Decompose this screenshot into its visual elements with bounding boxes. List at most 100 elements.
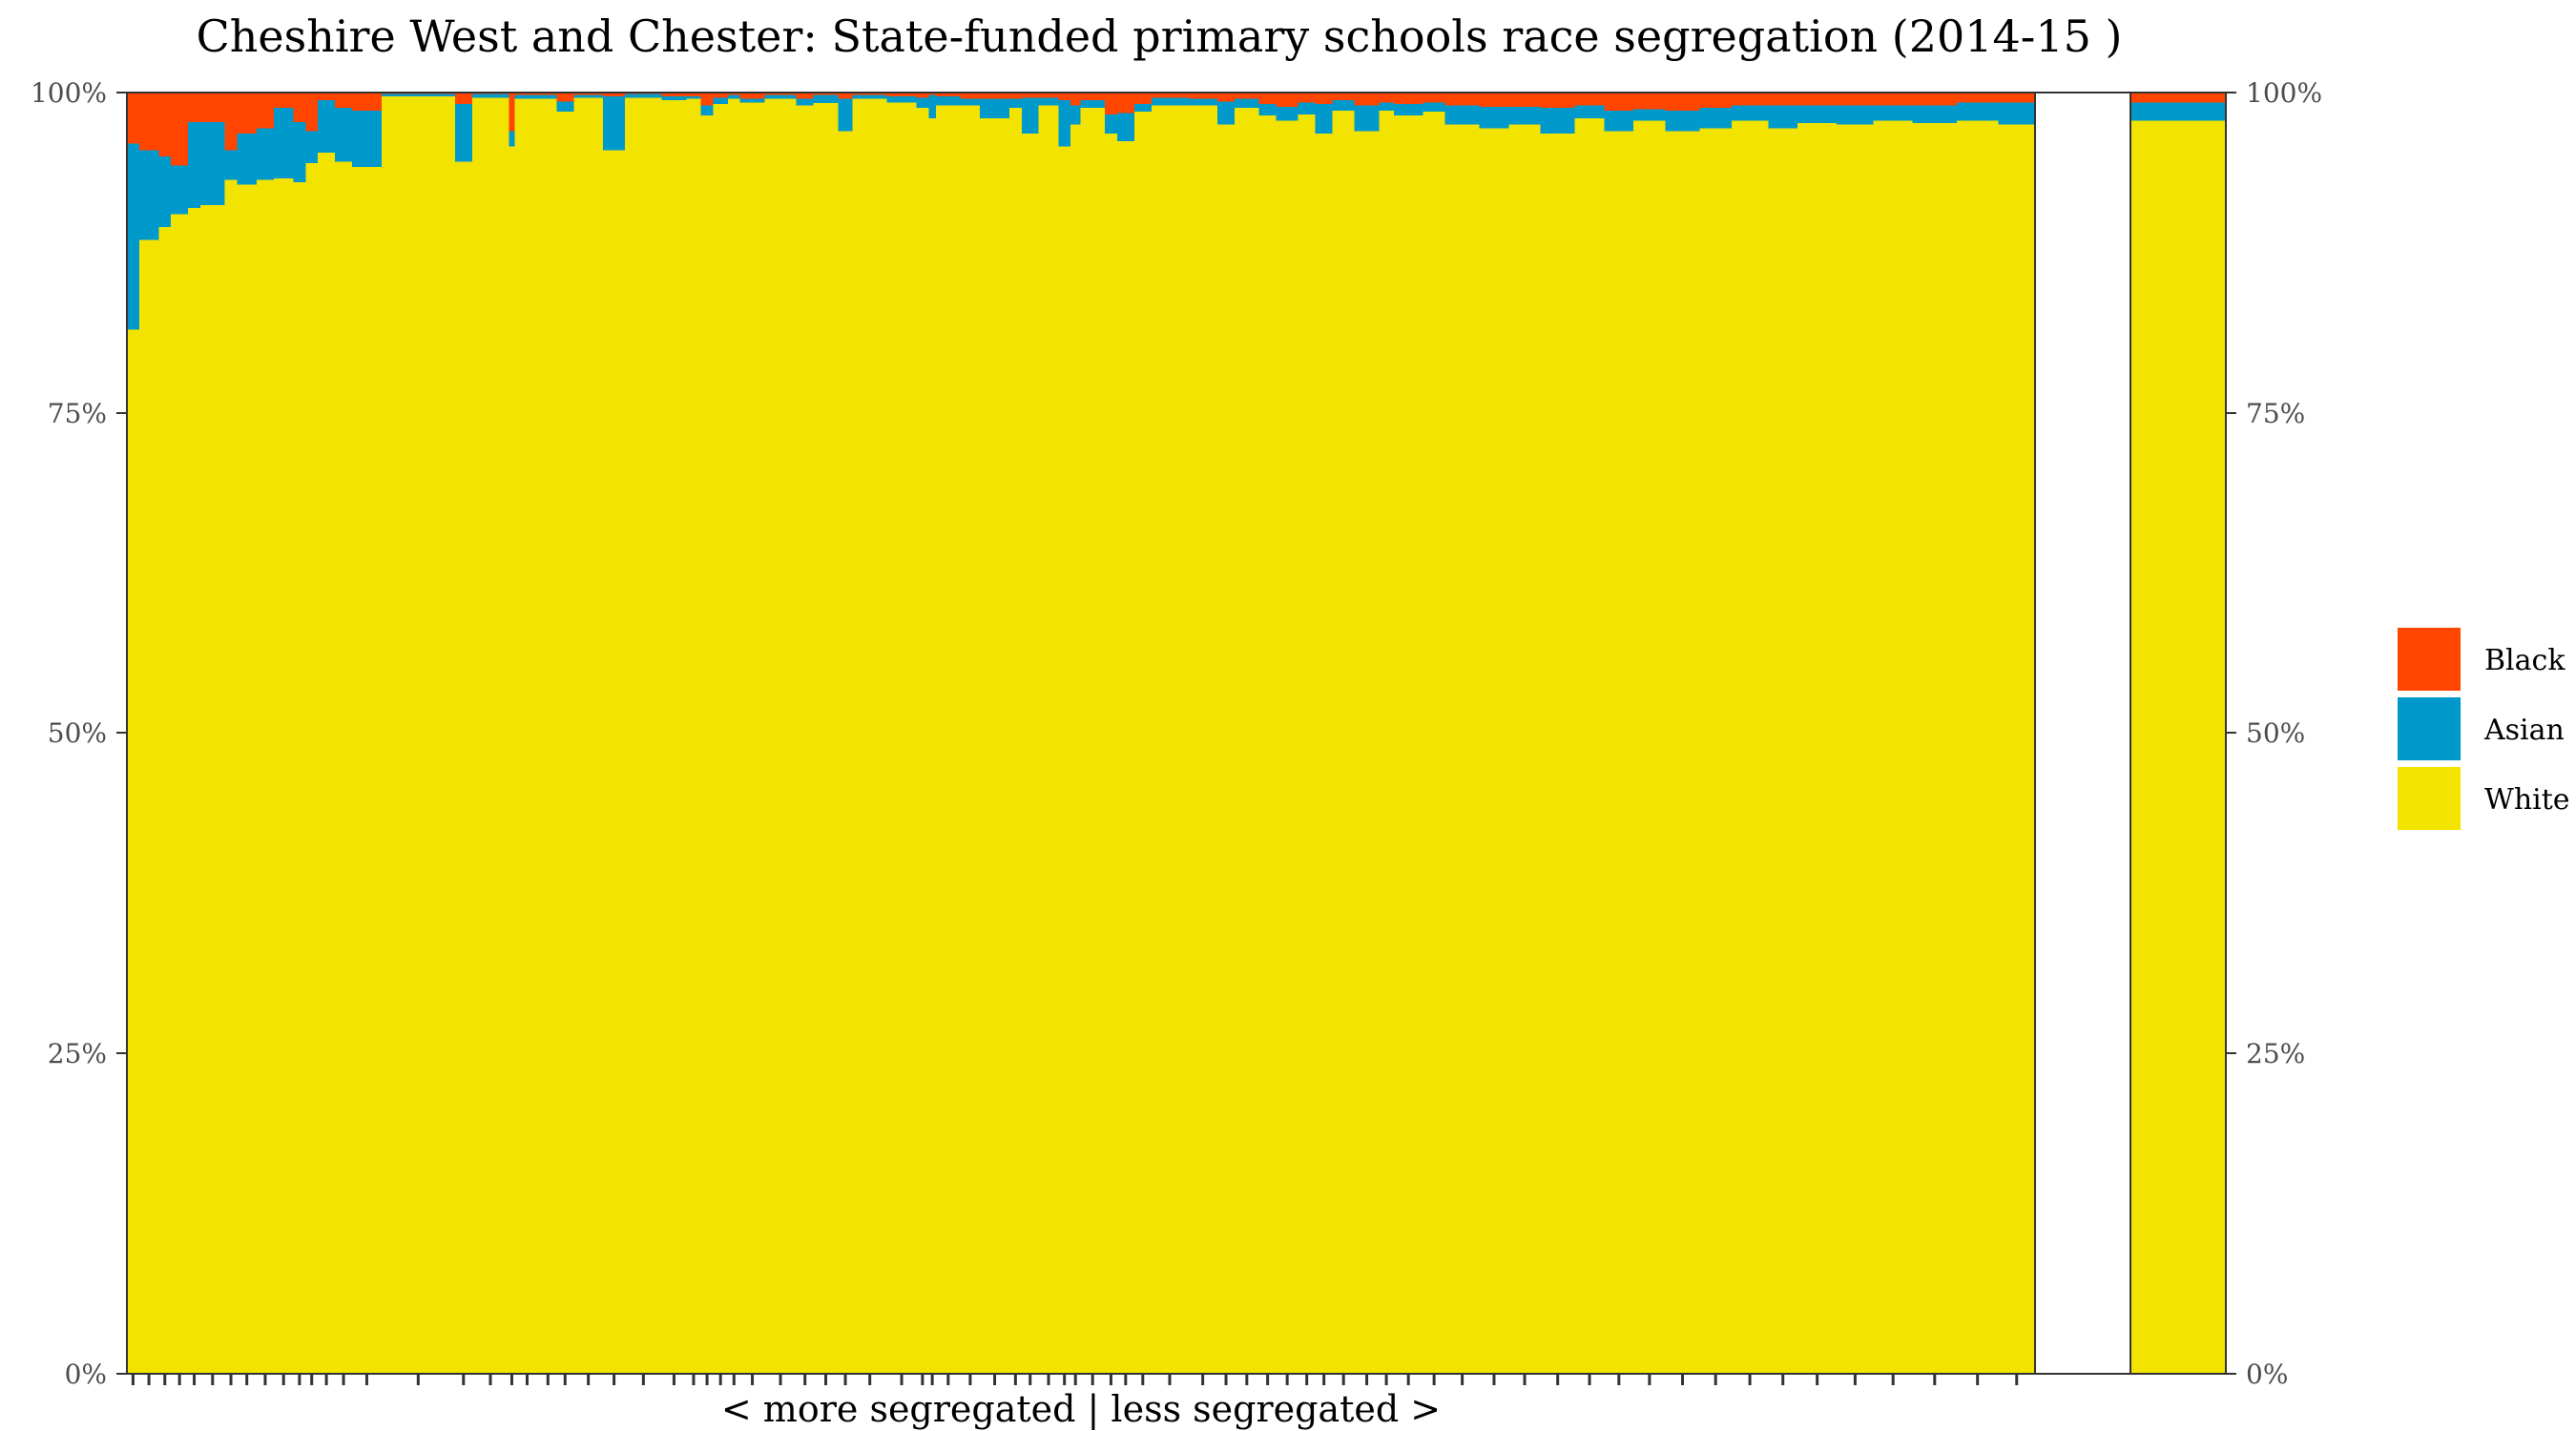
school-bar-65-black-segment	[1444, 93, 1481, 106]
school-bar-32-white-segment	[764, 98, 798, 1375]
school-bar-39-black-segment	[928, 93, 937, 95]
school-bar-17-black-segment	[454, 93, 473, 105]
school-bar-8-asian-segment	[237, 133, 258, 185]
school-bar-71-asian-segment	[1633, 109, 1667, 121]
school-bar-48-asian-segment	[1080, 100, 1106, 109]
school-bar-47-black-segment	[1070, 93, 1081, 106]
school-bar-8-black-segment	[237, 93, 258, 134]
school-bar-22-asian-segment	[556, 101, 574, 113]
y-tick-label-75: 75%	[48, 398, 107, 429]
school-bar-63-black-segment	[1393, 93, 1424, 105]
school-bar-26-black-segment	[661, 93, 687, 97]
school-bar-23-white-segment	[573, 97, 604, 1375]
school-bar-7-white-segment	[224, 179, 239, 1374]
total-bar-white-segment	[2130, 120, 2226, 1374]
school-bar-16-asian-segment	[381, 93, 456, 97]
school-bar-37-asian-segment	[886, 96, 918, 103]
school-bar-48-black-segment	[1080, 93, 1106, 101]
school-bar-33-black-segment	[796, 93, 815, 99]
school-bar-64-asian-segment	[1423, 102, 1446, 113]
school-bar-74-white-segment	[1731, 120, 1769, 1374]
school-bar-30-black-segment	[727, 93, 741, 95]
y-tick-label-right-25: 25%	[2246, 1038, 2305, 1069]
school-bar-29-asian-segment	[713, 97, 729, 105]
school-bar-81-white-segment	[1998, 124, 2036, 1375]
school-bar-21-white-segment	[539, 98, 557, 1375]
school-bar-28-white-segment	[700, 115, 715, 1374]
school-bar-53-black-segment	[1188, 93, 1218, 99]
school-bar-15-asian-segment	[352, 110, 383, 167]
school-bar-30-asian-segment	[727, 94, 741, 99]
school-bar-40-asian-segment	[935, 96, 962, 106]
y-tick-label-50: 50%	[48, 717, 107, 749]
school-bar-56-asian-segment	[1258, 104, 1278, 116]
school-bar-42-asian-segment	[980, 98, 1010, 118]
school-bar-24-asian-segment	[603, 96, 626, 151]
school-bar-27-asian-segment	[686, 96, 702, 99]
school-bar-25-asian-segment	[625, 93, 663, 98]
school-bar-24-white-segment	[603, 150, 626, 1375]
school-bar-13-white-segment	[318, 153, 336, 1374]
school-bar-72-black-segment	[1665, 93, 1701, 111]
school-bar-43-black-segment	[1008, 93, 1023, 99]
school-bar-75-black-segment	[1768, 93, 1798, 106]
school-bar-1-black-segment	[127, 93, 140, 144]
school-bar-75-white-segment	[1768, 128, 1798, 1375]
school-bar-7-black-segment	[224, 93, 239, 151]
school-bar-39-asian-segment	[928, 94, 937, 118]
school-bar-62-white-segment	[1379, 110, 1395, 1374]
school-bar-40-black-segment	[935, 93, 962, 97]
school-bar-27-white-segment	[686, 98, 702, 1375]
school-bar-36-black-segment	[852, 93, 888, 95]
school-bar-31-white-segment	[739, 102, 765, 1375]
school-bar-9-black-segment	[256, 93, 275, 129]
school-bar-49-asian-segment	[1105, 114, 1118, 134]
school-bar-78-black-segment	[1873, 93, 1914, 106]
school-bar-45-black-segment	[1038, 93, 1059, 98]
y-tick-label-100: 100%	[31, 77, 107, 109]
school-bar-47-white-segment	[1070, 124, 1081, 1375]
school-bar-68-black-segment	[1540, 93, 1576, 109]
school-bar-65-asian-segment	[1444, 105, 1481, 125]
legend-swatch-black	[2398, 628, 2461, 691]
school-bar-79-black-segment	[1912, 93, 1958, 106]
school-bar-9-asian-segment	[256, 128, 275, 180]
school-bar-58-black-segment	[1298, 93, 1317, 103]
school-bar-21-black-segment	[539, 93, 557, 95]
school-bar-44-black-segment	[1021, 93, 1040, 98]
school-bar-62-asian-segment	[1379, 102, 1395, 111]
school-bar-79-asian-segment	[1912, 105, 1958, 124]
school-bar-69-black-segment	[1574, 93, 1606, 106]
school-bar-55-black-segment	[1235, 93, 1260, 99]
school-bar-60-black-segment	[1332, 93, 1356, 101]
school-bar-5-black-segment	[188, 93, 201, 122]
school-bar-31-black-segment	[739, 93, 765, 99]
school-bar-32-asian-segment	[764, 94, 798, 99]
school-bar-53-asian-segment	[1188, 98, 1218, 106]
y-tick-label-0: 0%	[65, 1358, 107, 1390]
school-bar-54-white-segment	[1217, 124, 1236, 1375]
school-bar-51-white-segment	[1133, 112, 1153, 1374]
school-bar-30-white-segment	[727, 98, 741, 1375]
x-axis-label: < more segregated | less segregated >	[721, 1388, 1441, 1430]
school-bar-26-asian-segment	[661, 96, 687, 101]
school-bar-25-white-segment	[625, 97, 663, 1375]
school-bar-23-asian-segment	[573, 94, 604, 98]
school-bar-62-black-segment	[1379, 93, 1395, 103]
school-bar-22-white-segment	[556, 112, 574, 1374]
school-bar-73-white-segment	[1699, 128, 1733, 1375]
school-bar-77-black-segment	[1837, 93, 1875, 106]
school-bar-31-asian-segment	[739, 98, 765, 103]
school-bar-65-white-segment	[1444, 124, 1481, 1375]
school-bar-18-white-segment	[471, 97, 509, 1375]
school-bar-24-black-segment	[603, 93, 626, 97]
school-bar-8-white-segment	[237, 184, 258, 1375]
y-axis-left: 100% 75% 50% 25% 0%	[31, 77, 127, 1390]
school-bar-51-black-segment	[1133, 93, 1153, 105]
school-bar-76-black-segment	[1797, 93, 1838, 106]
school-bar-14-white-segment	[335, 161, 353, 1374]
school-bar-44-asian-segment	[1021, 97, 1040, 134]
school-bar-28-black-segment	[700, 93, 715, 106]
school-bar-61-white-segment	[1354, 131, 1380, 1374]
school-bar-15-white-segment	[352, 166, 383, 1374]
